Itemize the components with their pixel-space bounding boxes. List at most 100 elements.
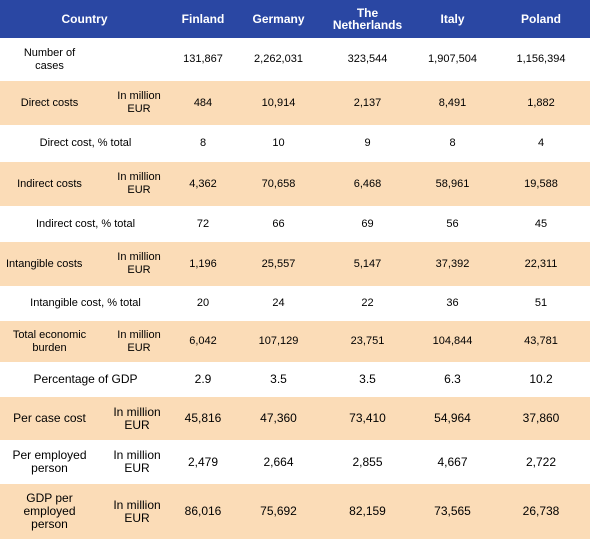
table-row: Direct cost, % total 8 10 9 8 4 bbox=[0, 125, 590, 162]
cell-value: 1,156,394 bbox=[492, 38, 590, 81]
cell-value: 72 bbox=[171, 206, 235, 242]
cell-value: 37,860 bbox=[492, 397, 590, 440]
cell-value: 484 bbox=[171, 81, 235, 125]
cell-value: 10.2 bbox=[492, 362, 590, 397]
row-unit-text: In million EUR bbox=[117, 328, 161, 354]
header-italy: Italy bbox=[413, 0, 492, 38]
row-label: Direct costs bbox=[0, 81, 99, 125]
cell-value: 1,882 bbox=[492, 81, 590, 125]
table-row: Per case cost In million EUR 45,816 47,3… bbox=[0, 397, 590, 440]
cell-value: 36 bbox=[413, 286, 492, 321]
cell-value: 10,914 bbox=[235, 81, 322, 125]
row-label-text: Number of cases bbox=[23, 46, 76, 72]
row-label: Per employed person bbox=[0, 440, 99, 484]
table-row: GDP per employed person In million EUR 8… bbox=[0, 484, 590, 539]
cell-value: 54,964 bbox=[413, 397, 492, 440]
cell-value: 25,557 bbox=[235, 242, 322, 286]
cell-value: 22,311 bbox=[492, 242, 590, 286]
cell-value: 45,816 bbox=[171, 397, 235, 440]
cell-value: 8,491 bbox=[413, 81, 492, 125]
cell-value: 6.3 bbox=[413, 362, 492, 397]
row-unit: In million EUR bbox=[99, 321, 171, 362]
row-unit: In million EUR bbox=[99, 397, 171, 440]
cell-value: 86,016 bbox=[171, 484, 235, 539]
cell-value: 4 bbox=[492, 125, 590, 162]
cell-value: 6,042 bbox=[171, 321, 235, 362]
table-row: Indirect cost, % total 72 66 69 56 45 bbox=[0, 206, 590, 242]
cell-value: 2,137 bbox=[322, 81, 413, 125]
row-unit-text: In million EUR bbox=[113, 497, 161, 525]
cell-value: 4,362 bbox=[171, 162, 235, 206]
cell-value: 3.5 bbox=[322, 362, 413, 397]
cell-value: 24 bbox=[235, 286, 322, 321]
cell-value: 22 bbox=[322, 286, 413, 321]
row-label-text: GDP per employed person bbox=[23, 491, 76, 531]
cell-value: 82,159 bbox=[322, 484, 413, 539]
row-unit: In million EUR bbox=[99, 162, 171, 206]
cell-value: 19,588 bbox=[492, 162, 590, 206]
row-label: Indirect costs bbox=[0, 162, 99, 206]
cell-value: 8 bbox=[171, 125, 235, 162]
economic-burden-table: Country Finland Germany The Netherlands … bbox=[0, 0, 590, 539]
cell-value: 104,844 bbox=[413, 321, 492, 362]
row-unit-text: In million EUR bbox=[113, 448, 161, 475]
table-row: Percentage of GDP 2.9 3.5 3.5 6.3 10.2 bbox=[0, 362, 590, 397]
cell-value: 56 bbox=[413, 206, 492, 242]
header-netherlands: The Netherlands bbox=[322, 0, 413, 38]
cell-value: 23,751 bbox=[322, 321, 413, 362]
table-row: Total economic burden In million EUR 6,0… bbox=[0, 321, 590, 362]
cell-value: 2,855 bbox=[322, 440, 413, 484]
cell-value: 47,360 bbox=[235, 397, 322, 440]
cell-value: 20 bbox=[171, 286, 235, 321]
cell-value: 26,738 bbox=[492, 484, 590, 539]
cell-value: 43,781 bbox=[492, 321, 590, 362]
row-unit: In million EUR bbox=[99, 484, 171, 539]
header-netherlands-text: The Netherlands bbox=[332, 5, 403, 32]
table-row: Number of cases 131,867 2,262,031 323,54… bbox=[0, 38, 590, 81]
table-row: Intangible costs In million EUR 1,196 25… bbox=[0, 242, 590, 286]
row-unit-text: In million EUR bbox=[113, 404, 161, 432]
row-unit: In million EUR bbox=[99, 242, 171, 286]
cell-value: 45 bbox=[492, 206, 590, 242]
row-unit: In million EUR bbox=[99, 440, 171, 484]
cell-value: 6,468 bbox=[322, 162, 413, 206]
header-country: Country bbox=[0, 0, 171, 38]
row-label: Indirect cost, % total bbox=[0, 206, 171, 242]
cell-value: 75,692 bbox=[235, 484, 322, 539]
cell-value: 10 bbox=[235, 125, 322, 162]
row-label: Per case cost bbox=[0, 397, 99, 440]
header-finland: Finland bbox=[171, 0, 235, 38]
cell-value: 2,479 bbox=[171, 440, 235, 484]
cell-value: 73,410 bbox=[322, 397, 413, 440]
table-row: Indirect costs In million EUR 4,362 70,6… bbox=[0, 162, 590, 206]
cell-value: 9 bbox=[322, 125, 413, 162]
row-unit-text: In million EUR bbox=[117, 171, 161, 196]
cell-value: 69 bbox=[322, 206, 413, 242]
cell-value: 51 bbox=[492, 286, 590, 321]
cell-value: 2,664 bbox=[235, 440, 322, 484]
cell-value: 5,147 bbox=[322, 242, 413, 286]
cell-value: 1,196 bbox=[171, 242, 235, 286]
cell-value: 2,262,031 bbox=[235, 38, 322, 81]
table-row: Intangible cost, % total 20 24 22 36 51 bbox=[0, 286, 590, 321]
cell-value: 2,722 bbox=[492, 440, 590, 484]
row-unit bbox=[99, 38, 171, 81]
table-row: Per employed person In million EUR 2,479… bbox=[0, 440, 590, 484]
cell-value: 1,907,504 bbox=[413, 38, 492, 81]
header-row: Country Finland Germany The Netherlands … bbox=[0, 0, 590, 38]
cell-value: 70,658 bbox=[235, 162, 322, 206]
row-label: Intangible cost, % total bbox=[0, 286, 171, 321]
cell-value: 73,565 bbox=[413, 484, 492, 539]
cell-value: 66 bbox=[235, 206, 322, 242]
row-label-text: Total economic burden bbox=[12, 328, 87, 354]
cell-value: 8 bbox=[413, 125, 492, 162]
row-label: Intangible costs bbox=[0, 242, 99, 286]
row-unit-text: In million EUR bbox=[117, 90, 161, 115]
row-label: Total economic burden bbox=[0, 321, 99, 362]
row-label-text: Per employed person bbox=[12, 448, 87, 475]
cell-value: 3.5 bbox=[235, 362, 322, 397]
header-germany: Germany bbox=[235, 0, 322, 38]
cell-value: 58,961 bbox=[413, 162, 492, 206]
cell-value: 37,392 bbox=[413, 242, 492, 286]
row-unit-text: In million EUR bbox=[117, 251, 161, 276]
